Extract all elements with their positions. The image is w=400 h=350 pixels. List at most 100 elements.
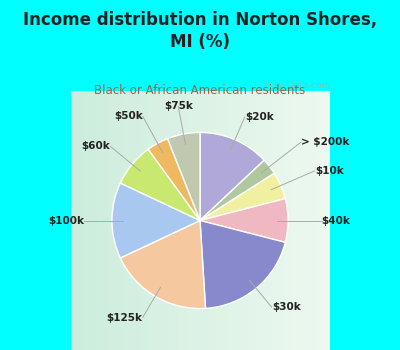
Text: $10k: $10k — [315, 166, 344, 176]
Bar — [178, 91, 182, 350]
Wedge shape — [120, 149, 200, 220]
Bar — [289, 91, 292, 350]
Bar — [104, 91, 108, 350]
Bar — [125, 91, 128, 350]
Bar — [182, 91, 185, 350]
Bar — [98, 91, 101, 350]
Bar — [101, 91, 104, 350]
Bar — [356, 91, 359, 350]
Bar — [185, 91, 188, 350]
Bar — [141, 91, 145, 350]
Bar — [265, 91, 269, 350]
Bar — [285, 91, 289, 350]
Bar — [74, 91, 78, 350]
Bar — [215, 91, 218, 350]
Bar — [248, 91, 252, 350]
Bar — [162, 91, 165, 350]
Wedge shape — [168, 132, 200, 220]
Bar — [61, 91, 64, 350]
Bar — [272, 91, 275, 350]
Bar — [131, 91, 135, 350]
Text: $50k: $50k — [114, 111, 143, 121]
Bar — [252, 91, 255, 350]
Bar — [359, 91, 362, 350]
Bar — [158, 91, 162, 350]
Bar — [262, 91, 265, 350]
Bar — [165, 91, 168, 350]
Bar — [299, 91, 302, 350]
Bar — [332, 91, 336, 350]
Bar — [91, 91, 94, 350]
Bar — [152, 91, 155, 350]
Bar — [202, 91, 205, 350]
Bar — [81, 91, 84, 350]
Bar — [346, 91, 349, 350]
Bar — [48, 91, 51, 350]
Bar — [362, 91, 366, 350]
Bar — [292, 91, 296, 350]
Bar — [192, 91, 195, 350]
Bar — [34, 91, 38, 350]
Bar — [135, 91, 138, 350]
Text: $75k: $75k — [164, 101, 193, 111]
Bar — [38, 91, 41, 350]
Bar — [316, 91, 319, 350]
Bar — [145, 91, 148, 350]
Bar — [78, 91, 81, 350]
Text: City-Data.com: City-Data.com — [257, 80, 330, 90]
Bar — [84, 91, 88, 350]
Bar — [195, 91, 198, 350]
Bar — [148, 91, 152, 350]
Wedge shape — [200, 220, 285, 308]
Bar — [68, 91, 71, 350]
Bar — [326, 91, 329, 350]
Bar — [128, 91, 131, 350]
Bar — [312, 91, 316, 350]
Bar — [155, 91, 158, 350]
Bar — [245, 91, 248, 350]
Text: Black or African American residents: Black or African American residents — [94, 84, 306, 97]
Bar — [259, 91, 262, 350]
Bar — [275, 91, 279, 350]
Bar — [115, 91, 118, 350]
Text: $125k: $125k — [107, 313, 143, 322]
Bar — [212, 91, 215, 350]
Bar — [269, 91, 272, 350]
Bar — [71, 91, 74, 350]
Text: $100k: $100k — [48, 216, 84, 225]
Bar — [339, 91, 342, 350]
Bar — [41, 91, 44, 350]
Bar — [342, 91, 346, 350]
Bar — [336, 91, 339, 350]
Wedge shape — [200, 160, 274, 220]
Bar — [349, 91, 352, 350]
Bar — [54, 91, 58, 350]
Bar — [138, 91, 141, 350]
Bar — [175, 91, 178, 350]
Wedge shape — [200, 132, 264, 220]
Bar — [51, 91, 54, 350]
Bar — [205, 91, 208, 350]
Bar — [94, 91, 98, 350]
Text: > $200k: > $200k — [301, 137, 349, 147]
Bar — [279, 91, 282, 350]
Bar — [242, 91, 245, 350]
Bar — [238, 91, 242, 350]
Bar — [58, 91, 61, 350]
Bar — [319, 91, 322, 350]
Bar — [228, 91, 232, 350]
Text: $60k: $60k — [82, 141, 110, 152]
Wedge shape — [200, 198, 288, 243]
Bar — [188, 91, 192, 350]
Wedge shape — [148, 139, 200, 220]
Text: $20k: $20k — [245, 112, 274, 122]
Bar — [208, 91, 212, 350]
Text: $30k: $30k — [272, 302, 300, 312]
Bar — [172, 91, 175, 350]
Bar — [352, 91, 356, 350]
Bar — [255, 91, 259, 350]
Wedge shape — [112, 183, 200, 258]
Bar — [222, 91, 225, 350]
Bar — [111, 91, 115, 350]
Bar — [44, 91, 48, 350]
